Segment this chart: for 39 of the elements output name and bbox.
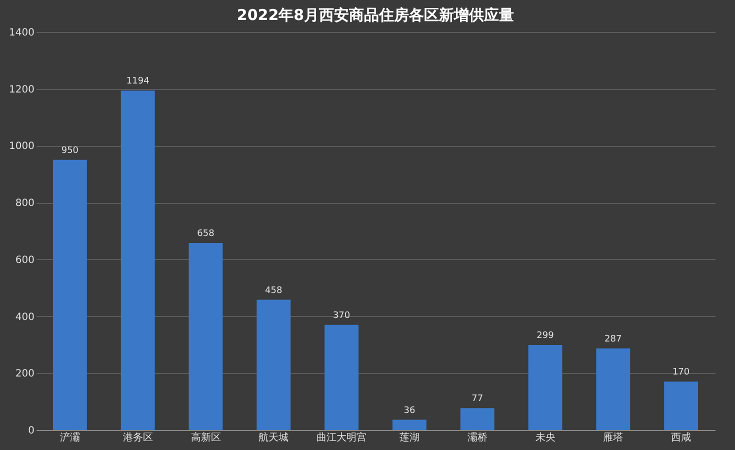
bar: [188, 242, 223, 430]
data-label: 36: [404, 406, 416, 416]
bar: [52, 160, 87, 430]
x-tick-label: 航天城: [258, 432, 289, 444]
bar: [596, 348, 630, 430]
x-tick-label: 西咸: [671, 432, 692, 444]
x-tick-label: 浐灞: [60, 432, 80, 444]
x-tick-label: 未央: [535, 432, 556, 444]
x-tick-label: 灞桥: [467, 432, 488, 444]
x-tick-label: 港务区: [122, 432, 153, 444]
data-label: 170: [672, 368, 690, 378]
data-label: 287: [604, 334, 622, 344]
bar: [120, 90, 155, 430]
y-tick-label: 1000: [9, 141, 34, 152]
bar: [664, 382, 698, 430]
y-tick-label: 0: [28, 426, 34, 436]
bar: [324, 324, 359, 430]
y-tick-label: 400: [15, 312, 34, 323]
data-label: 370: [332, 310, 350, 321]
data-label: 950: [61, 146, 79, 156]
y-tick-label: 1200: [9, 84, 34, 96]
bar: [256, 300, 291, 430]
y-tick-label: 600: [15, 254, 34, 266]
x-tick-label: 曲江大明宫: [316, 432, 367, 444]
y-tick-label: 200: [15, 368, 34, 380]
data-label: 77: [472, 394, 484, 404]
x-tick-label: 雁塔: [603, 432, 624, 444]
bar: [460, 408, 494, 430]
data-label: 658: [197, 228, 215, 239]
y-tick-label: 800: [15, 198, 34, 210]
chart-title: 2022年8月西安商品住房各区新增供应量: [236, 6, 514, 24]
data-label: 458: [265, 286, 283, 296]
data-label: 1194: [126, 76, 150, 87]
bar: [528, 345, 562, 430]
y-tick-label: 1400: [9, 28, 34, 38]
x-tick-label: 高新区: [190, 432, 221, 444]
bar: [392, 420, 426, 430]
x-tick-label: 莲湖: [399, 432, 420, 444]
data-label: 299: [536, 331, 554, 341]
